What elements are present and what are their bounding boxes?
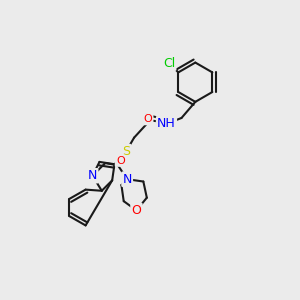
Text: O: O <box>116 156 124 166</box>
Text: N: N <box>122 173 132 186</box>
Text: Cl: Cl <box>163 57 175 70</box>
Text: S: S <box>122 145 130 158</box>
Text: NH: NH <box>157 117 176 130</box>
Text: O: O <box>131 204 141 217</box>
Text: N: N <box>88 169 97 182</box>
Text: O: O <box>144 114 152 124</box>
